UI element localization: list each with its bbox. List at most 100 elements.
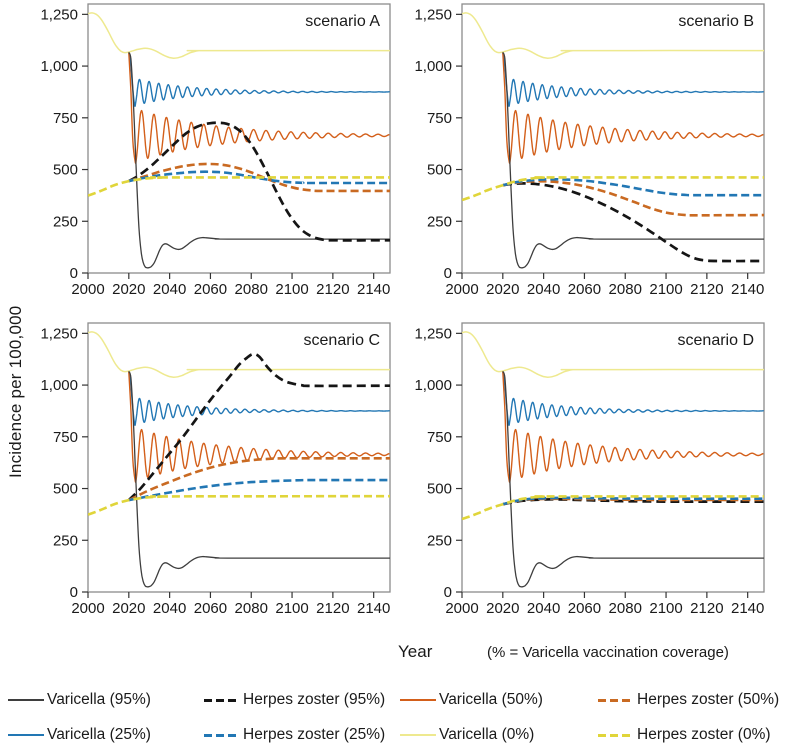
solid-line-swatch-icon bbox=[400, 734, 436, 736]
legend-item: Herpes zoster (95%) bbox=[204, 690, 400, 710]
x-tick-label: 2000 bbox=[71, 600, 104, 617]
x-tick-label: 2140 bbox=[357, 281, 390, 298]
y-tick-label: 500 bbox=[427, 481, 452, 498]
plot-border bbox=[461, 3, 765, 274]
series-hz-25 bbox=[128, 478, 390, 502]
y-tick-label: 1,250 bbox=[414, 6, 452, 23]
legend-item: Varicella (95%) bbox=[8, 690, 204, 710]
legend-label: Herpes zoster (0%) bbox=[637, 726, 771, 743]
y-tick-label: 0 bbox=[444, 584, 452, 601]
dashed-line-swatch-icon bbox=[598, 733, 634, 737]
series-varicella-0 bbox=[462, 331, 764, 378]
series-varicella-95 bbox=[128, 371, 390, 588]
x-tick-label: 2120 bbox=[690, 600, 723, 617]
dashed-line-swatch-icon bbox=[204, 733, 240, 737]
series-varicella-0 bbox=[88, 12, 390, 59]
series-varicella-0 bbox=[462, 12, 764, 59]
y-tick-label: 750 bbox=[53, 429, 78, 446]
legend-label: Herpes zoster (50%) bbox=[637, 691, 780, 708]
legend-item: Varicella (50%) bbox=[400, 690, 598, 710]
y-tick-label: 1,000 bbox=[414, 377, 452, 394]
x-tick-label: 2080 bbox=[235, 281, 268, 298]
panel-scenario-b-chart: 2000 2020 2040 2060 2080 2100 2120 2140 0 250 500 7… bbox=[414, 3, 765, 298]
solid-line-swatch-icon bbox=[400, 699, 436, 701]
x-tick-label: 2080 bbox=[235, 600, 268, 617]
dashed-line-swatch-icon bbox=[598, 698, 634, 702]
panel-scenario-a: 2000 2020 2040 2060 2080 2100 2120 2140 0 250 500 7… bbox=[38, 0, 400, 310]
series-varicella-25 bbox=[128, 371, 390, 426]
series-hz-0 bbox=[462, 176, 764, 202]
series-hz-95 bbox=[128, 121, 390, 242]
panel-scenario-b: 2000 2020 2040 2060 2080 2100 2120 2140 0 250 500 7… bbox=[412, 0, 774, 310]
y-tick-label: 1,000 bbox=[414, 58, 452, 75]
y-axis-title: Incidence per 100,000 bbox=[6, 305, 25, 478]
x-tick-label: 2060 bbox=[568, 281, 601, 298]
y-tick-label: 750 bbox=[427, 429, 452, 446]
y-tick-label: 500 bbox=[53, 481, 78, 498]
x-tick-label: 2140 bbox=[731, 600, 764, 617]
y-tick-label: 500 bbox=[53, 162, 78, 179]
panel-scenario-c-chart: 2000 2020 2040 2060 2080 2100 2120 2140 0 250 500 7… bbox=[40, 322, 391, 617]
x-tick-label: 2060 bbox=[568, 600, 601, 617]
x-axis-note: (% = Varicella vaccination coverage) bbox=[487, 644, 729, 661]
solid-line-swatch-icon bbox=[8, 699, 44, 701]
series-hz-0 bbox=[462, 495, 764, 521]
series-varicella-25 bbox=[128, 52, 390, 107]
panel-scenario-c: 2000 2020 2040 2060 2080 2100 2120 2140 0 250 500 7… bbox=[38, 319, 400, 629]
x-tick-label: 2100 bbox=[649, 600, 682, 617]
y-tick-label: 750 bbox=[53, 110, 78, 127]
series-varicella-25 bbox=[502, 371, 764, 426]
scenario-label: scenario D bbox=[678, 332, 754, 349]
x-tick-label: 2040 bbox=[153, 600, 186, 617]
series-varicella-50 bbox=[128, 52, 390, 164]
y-tick-label: 250 bbox=[427, 532, 452, 549]
y-tick-label: 750 bbox=[427, 110, 452, 127]
series-hz-50 bbox=[502, 179, 764, 217]
series-hz-0 bbox=[88, 494, 390, 516]
legend-label: Varicella (25%) bbox=[47, 726, 151, 743]
scenario-label: scenario B bbox=[678, 13, 754, 30]
y-tick-label: 1,250 bbox=[414, 325, 452, 342]
series-hz-0 bbox=[88, 176, 390, 197]
legend-label: Varicella (95%) bbox=[47, 691, 151, 708]
series-varicella-0 bbox=[88, 331, 390, 378]
x-tick-label: 2100 bbox=[275, 600, 308, 617]
y-tick-label: 250 bbox=[427, 213, 452, 230]
x-tick-label: 2100 bbox=[275, 281, 308, 298]
x-tick-label: 2080 bbox=[609, 281, 642, 298]
x-axis-title-row: Year (% = Varicella vaccination coverage… bbox=[0, 642, 799, 666]
legend-item: Herpes zoster (0%) bbox=[598, 725, 796, 745]
y-tick-label: 1,250 bbox=[40, 325, 78, 342]
y-tick-label: 0 bbox=[70, 265, 78, 282]
y-tick-label: 1,000 bbox=[40, 377, 78, 394]
y-tick-label: 500 bbox=[427, 162, 452, 179]
x-tick-label: 2020 bbox=[486, 281, 519, 298]
x-tick-label: 2120 bbox=[690, 281, 723, 298]
series-varicella-50 bbox=[128, 371, 390, 483]
panel-scenario-d: 2000 2020 2040 2060 2080 2100 2120 2140 0 250 500 7… bbox=[412, 319, 774, 629]
series-varicella-95 bbox=[128, 52, 390, 269]
y-tick-label: 0 bbox=[70, 584, 78, 601]
x-axis-title: Year bbox=[398, 642, 433, 661]
scenario-label: scenario A bbox=[305, 13, 380, 30]
series-varicella-25 bbox=[502, 52, 764, 107]
series-hz-50 bbox=[128, 457, 390, 502]
x-tick-label: 2040 bbox=[527, 281, 560, 298]
series-varicella-95 bbox=[502, 52, 764, 269]
y-tick-label: 250 bbox=[53, 213, 78, 230]
x-tick-label: 2040 bbox=[527, 600, 560, 617]
panel-scenario-d-chart: 2000 2020 2040 2060 2080 2100 2120 2140 0 250 500 7… bbox=[414, 322, 765, 617]
x-tick-label: 2080 bbox=[609, 600, 642, 617]
x-tick-label: 2060 bbox=[194, 600, 227, 617]
plot-border bbox=[461, 322, 765, 593]
panel-scenario-a-chart: 2000 2020 2040 2060 2080 2100 2120 2140 0 250 500 7… bbox=[40, 3, 391, 298]
solid-line-swatch-icon bbox=[8, 734, 44, 736]
legend-label: Herpes zoster (95%) bbox=[243, 691, 386, 708]
legend: Varicella (95%) Herpes zoster (95%) Varice… bbox=[8, 690, 796, 745]
x-tick-label: 2020 bbox=[486, 600, 519, 617]
series-hz-25 bbox=[502, 496, 764, 506]
x-tick-label: 2000 bbox=[71, 281, 104, 298]
series-hz-95 bbox=[127, 352, 390, 502]
x-tick-label: 2060 bbox=[194, 281, 227, 298]
